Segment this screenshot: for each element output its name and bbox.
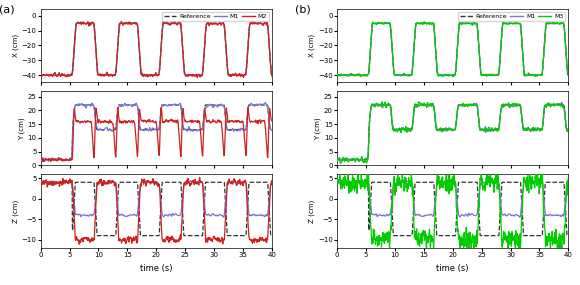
Y-axis label: X (cm): X (cm) xyxy=(309,34,315,57)
Y-axis label: Z (cm): Z (cm) xyxy=(12,200,19,223)
X-axis label: time (s): time (s) xyxy=(436,264,469,273)
Y-axis label: Z (cm): Z (cm) xyxy=(309,200,315,223)
Legend: Reference, M1, M3: Reference, M1, M3 xyxy=(458,12,566,21)
Y-axis label: Y (cm): Y (cm) xyxy=(314,117,321,140)
X-axis label: time (s): time (s) xyxy=(140,264,173,273)
Y-axis label: X (cm): X (cm) xyxy=(12,34,19,57)
Text: (b): (b) xyxy=(295,5,311,15)
Y-axis label: Y (cm): Y (cm) xyxy=(18,117,25,140)
Legend: Reference, M1, M2: Reference, M1, M2 xyxy=(162,12,269,21)
Text: (a): (a) xyxy=(0,5,14,15)
